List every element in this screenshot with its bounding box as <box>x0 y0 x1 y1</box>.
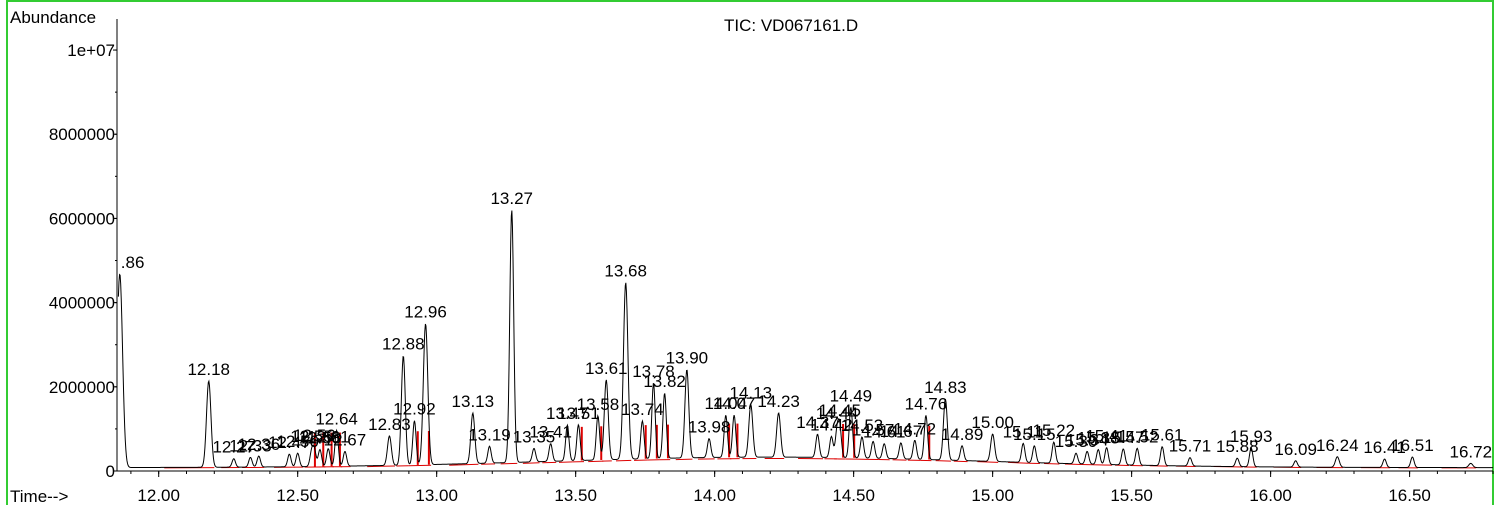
y-tick-label: 2000000 <box>49 378 115 397</box>
y-tick-label: 4000000 <box>49 294 115 313</box>
peak-label: 15.71 <box>1169 437 1212 456</box>
y-tick-label: 8000000 <box>49 125 115 144</box>
peak-label: 13.68 <box>604 261 647 280</box>
y-tick-label: 6000000 <box>49 209 115 228</box>
peak-label: 16.24 <box>1316 436 1359 455</box>
integration-baseline <box>1008 462 1029 463</box>
peak-label: .86 <box>121 253 145 272</box>
x-tick-label: 16.00 <box>1249 486 1292 505</box>
integration-baseline <box>977 462 998 463</box>
integration-baseline <box>501 463 518 464</box>
x-tick-label: 14.50 <box>832 486 875 505</box>
x-tick-label: 13.50 <box>554 486 597 505</box>
peak-label: 14.83 <box>924 378 967 397</box>
peak-label: 12.18 <box>187 360 230 379</box>
peak-label: 13.74 <box>621 400 664 419</box>
peak-label: 12.88 <box>382 335 425 354</box>
x-tick-label: 15.50 <box>1110 486 1153 505</box>
peak-label: 13.90 <box>666 348 709 367</box>
x-tick-label: 12.50 <box>276 486 319 505</box>
peak-label: 13.82 <box>643 372 686 391</box>
y-tick-label: 0 <box>106 462 115 481</box>
peak-label: 13.19 <box>468 425 511 444</box>
x-tick-label: 14.00 <box>693 486 736 505</box>
peak-label: 14.72 <box>894 419 937 438</box>
peak-label: 13.13 <box>452 392 495 411</box>
peak-label: 12.96 <box>404 303 447 322</box>
peak-label: 12.67 <box>324 430 367 449</box>
peak-label: 15.93 <box>1230 427 1273 446</box>
peak-label: 16.09 <box>1274 440 1317 459</box>
y-tick-label: 1e+07 <box>67 41 115 60</box>
peak-label: 13.27 <box>490 189 533 208</box>
peak-label: 12.64 <box>315 409 358 428</box>
peak-label: 14.76 <box>905 394 948 413</box>
peak-label: 16.72 <box>1449 442 1492 461</box>
x-tick-label: 12.00 <box>137 486 180 505</box>
peak-label: 13.61 <box>585 359 628 378</box>
integration-baseline <box>588 461 603 462</box>
x-tick-label: 16.50 <box>1388 486 1431 505</box>
integration-baseline <box>523 463 540 464</box>
peak-label: 14.49 <box>830 386 873 405</box>
peak-label: 12.92 <box>393 400 436 419</box>
peak-label: 14.23 <box>757 392 800 411</box>
peak-label: 13.98 <box>688 418 731 437</box>
x-tick-label: 15.00 <box>971 486 1014 505</box>
peak-label: 13.58 <box>577 395 620 414</box>
peak-label: 13.41 <box>529 423 572 442</box>
x-tick-label: 13.00 <box>415 486 458 505</box>
peak-label: 16.51 <box>1391 436 1434 455</box>
